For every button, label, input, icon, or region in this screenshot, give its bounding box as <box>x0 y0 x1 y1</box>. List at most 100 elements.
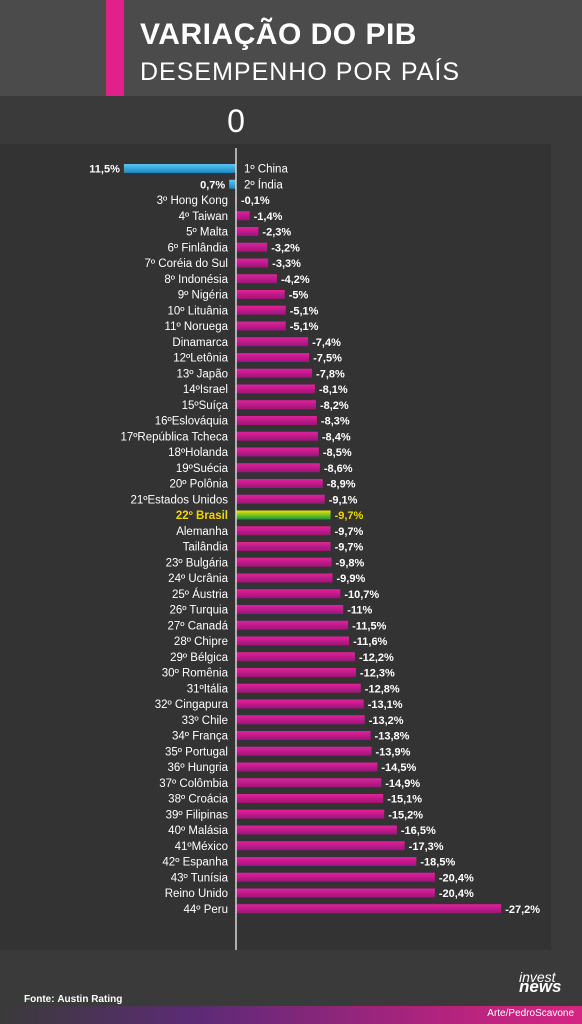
logo-bottom: news <box>519 977 562 996</box>
country-label: 12ºLetônia <box>173 353 228 365</box>
value-label: -7,4% <box>312 337 341 349</box>
value-label: -8,3% <box>321 416 350 428</box>
source-name: Austin Rating <box>57 994 123 1005</box>
bar <box>236 825 397 835</box>
bar <box>236 857 417 866</box>
chart-panel: 1º China 11,5% 2º Índia 0,7% 3º Hong Kong -0,… <box>0 144 551 950</box>
country-label: 42º Espanha <box>162 857 228 869</box>
country-label: 31ºItália <box>187 683 229 695</box>
bar <box>236 305 286 315</box>
country-label: Alemanha <box>176 526 228 538</box>
source-note: Fonte: Austin Rating <box>24 994 122 1005</box>
bar <box>236 636 350 646</box>
bar <box>236 463 320 473</box>
value-label: -7,5% <box>313 353 342 365</box>
country-label: 27º Canadá <box>168 620 229 632</box>
value-label: 11,5% <box>89 164 120 176</box>
bar <box>236 731 371 740</box>
bar <box>236 227 259 236</box>
bar <box>236 416 317 425</box>
value-label: -17,3% <box>409 841 444 853</box>
bar <box>123 164 236 173</box>
value-label: -14,9% <box>385 778 420 790</box>
value-label: -13,1% <box>368 699 403 711</box>
value-label: -11,6% <box>353 636 387 648</box>
bar <box>236 557 332 567</box>
bar <box>236 778 382 788</box>
bar <box>236 353 310 362</box>
bar <box>236 605 344 614</box>
country-label: 32º Cingapura <box>155 699 229 711</box>
country-label: 13º Japão <box>176 368 228 380</box>
country-label: 23º Bulgária <box>166 557 229 569</box>
bar <box>229 179 236 189</box>
country-label: 25º Áustria <box>172 588 229 601</box>
bar <box>236 258 269 268</box>
value-label: -7,8% <box>316 368 345 380</box>
value-label: -15,2% <box>388 809 423 821</box>
country-label: 41ºMéxico <box>175 841 228 853</box>
country-label: 9º Nigéria <box>178 290 229 302</box>
value-label: -5,1% <box>290 305 319 317</box>
bar <box>236 715 365 725</box>
bar <box>236 620 349 630</box>
country-label: 33º Chile <box>182 715 228 727</box>
value-label: -13,8% <box>375 731 410 743</box>
bar <box>236 526 331 536</box>
bar <box>236 211 250 221</box>
value-label: -16,5% <box>401 825 436 837</box>
bar <box>236 746 372 756</box>
value-label: -9,7% <box>335 542 364 554</box>
country-label: 34º França <box>172 731 229 743</box>
value-label: -8,2% <box>320 400 349 412</box>
bar <box>236 290 285 299</box>
accent-bar <box>106 0 124 96</box>
country-label: 20º Polônia <box>169 479 228 491</box>
country-label: 35º Portugal <box>165 746 228 758</box>
value-label: -8,4% <box>322 431 351 443</box>
value-label: -8,1% <box>319 384 348 396</box>
value-label: -20,4% <box>439 872 474 884</box>
bar <box>236 872 435 882</box>
bar <box>236 683 361 693</box>
country-label: 1º China <box>244 164 288 176</box>
bar <box>236 431 318 441</box>
bar <box>236 542 331 551</box>
country-label: 22º Brasil <box>176 510 228 522</box>
bar <box>236 274 277 284</box>
source-label: Fonte: <box>24 994 55 1005</box>
country-label: 19ºSuécia <box>176 463 229 475</box>
value-label: -8,5% <box>323 447 352 459</box>
bar <box>236 699 364 709</box>
country-label: 10º Lituânia <box>168 305 229 317</box>
country-label: 29º Bélgica <box>170 652 229 664</box>
value-label: -14,5% <box>381 762 416 774</box>
value-label: -9,8% <box>336 557 365 569</box>
value-label: -15,1% <box>387 794 422 806</box>
country-label: 4º Taiwan <box>179 211 228 223</box>
value-label: -5% <box>289 290 309 302</box>
value-label: -1,4% <box>254 211 283 223</box>
bar <box>236 762 378 772</box>
value-label: -10,7% <box>344 589 379 601</box>
value-label: -2,3% <box>262 227 291 239</box>
value-label: -12,8% <box>365 683 400 695</box>
value-label: -27,2% <box>505 904 540 916</box>
value-label: -9,9% <box>337 573 366 585</box>
country-label: 15ºSuíça <box>182 400 229 412</box>
value-label: -18,5% <box>420 857 455 869</box>
page-subtitle: DESEMPENHO POR PAÍS <box>140 58 460 86</box>
bar <box>236 447 319 457</box>
bar <box>236 321 286 331</box>
value-label: -13,9% <box>376 746 411 758</box>
value-label: -12,3% <box>360 668 395 680</box>
country-label: 24º Ucrânia <box>168 573 228 585</box>
country-label: 21ºEstados Unidos <box>130 494 228 506</box>
value-label: -4,2% <box>281 274 310 286</box>
header: VARIAÇÃO DO PIB DESEMPENHO POR PAÍS <box>0 0 582 96</box>
bar <box>236 479 323 488</box>
value-label: -13,2% <box>369 715 404 727</box>
art-credit: Arte/PedroScavone <box>487 1008 574 1019</box>
country-label: 40º Malásia <box>168 825 228 837</box>
country-label: 38º Croácia <box>168 794 228 806</box>
